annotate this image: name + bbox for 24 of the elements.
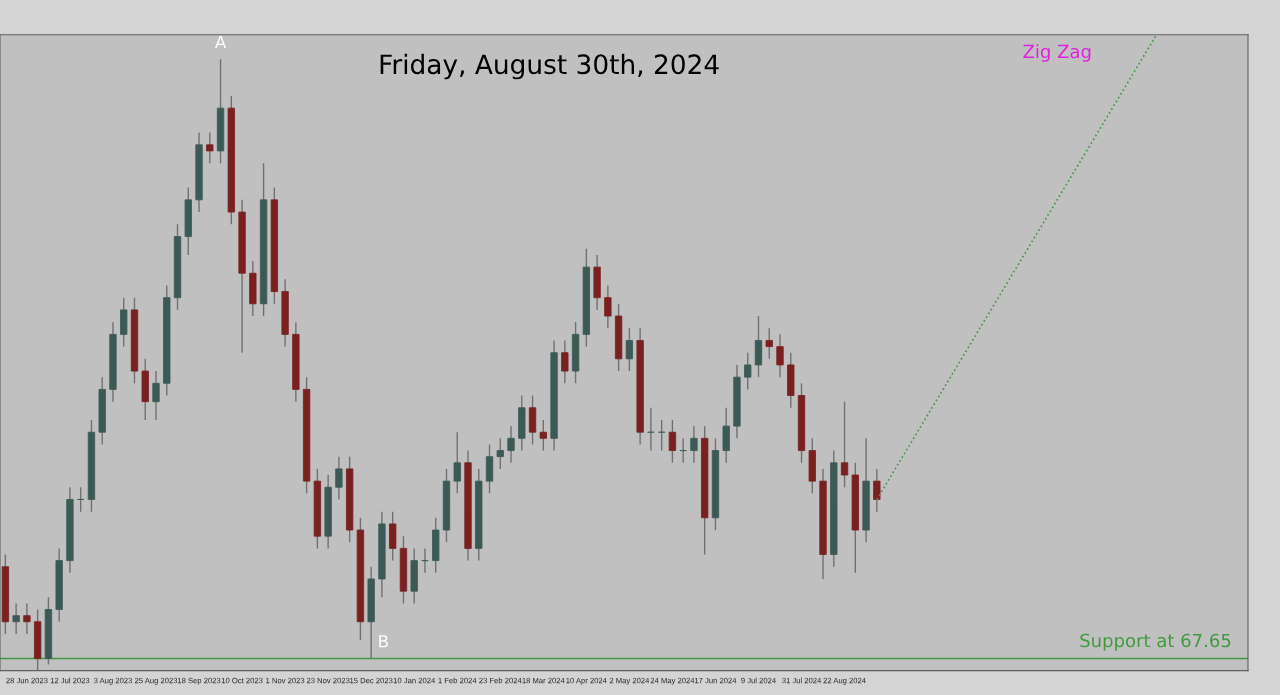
candlestick: [539, 419, 547, 452]
chart-title: Friday, August 30th, 2024: [380, 53, 719, 80]
candlestick: [152, 370, 160, 421]
candlestick: [561, 339, 569, 384]
candlestick: [776, 333, 784, 378]
candlestick: [625, 327, 634, 372]
candlestick: [668, 419, 677, 464]
candlestick: [496, 437, 504, 470]
annotation: A: [214, 35, 227, 49]
candlestick: [873, 468, 881, 513]
annotation: Zig Zag: [1023, 44, 1091, 62]
ref-line-label: Support at 67.65: [1080, 633, 1231, 651]
candlestick: [604, 284, 612, 329]
candlestick: [12, 602, 20, 635]
candlestick: [23, 602, 31, 635]
candlestick: [765, 327, 773, 360]
candlestick: [744, 352, 752, 391]
candlestick: [206, 131, 214, 164]
candlestick: [690, 425, 698, 464]
candlestick: [453, 431, 461, 495]
candlestick: [335, 455, 343, 501]
candlestick: [507, 425, 515, 464]
candlestick: [840, 400, 849, 488]
annotation: B: [379, 635, 388, 648]
